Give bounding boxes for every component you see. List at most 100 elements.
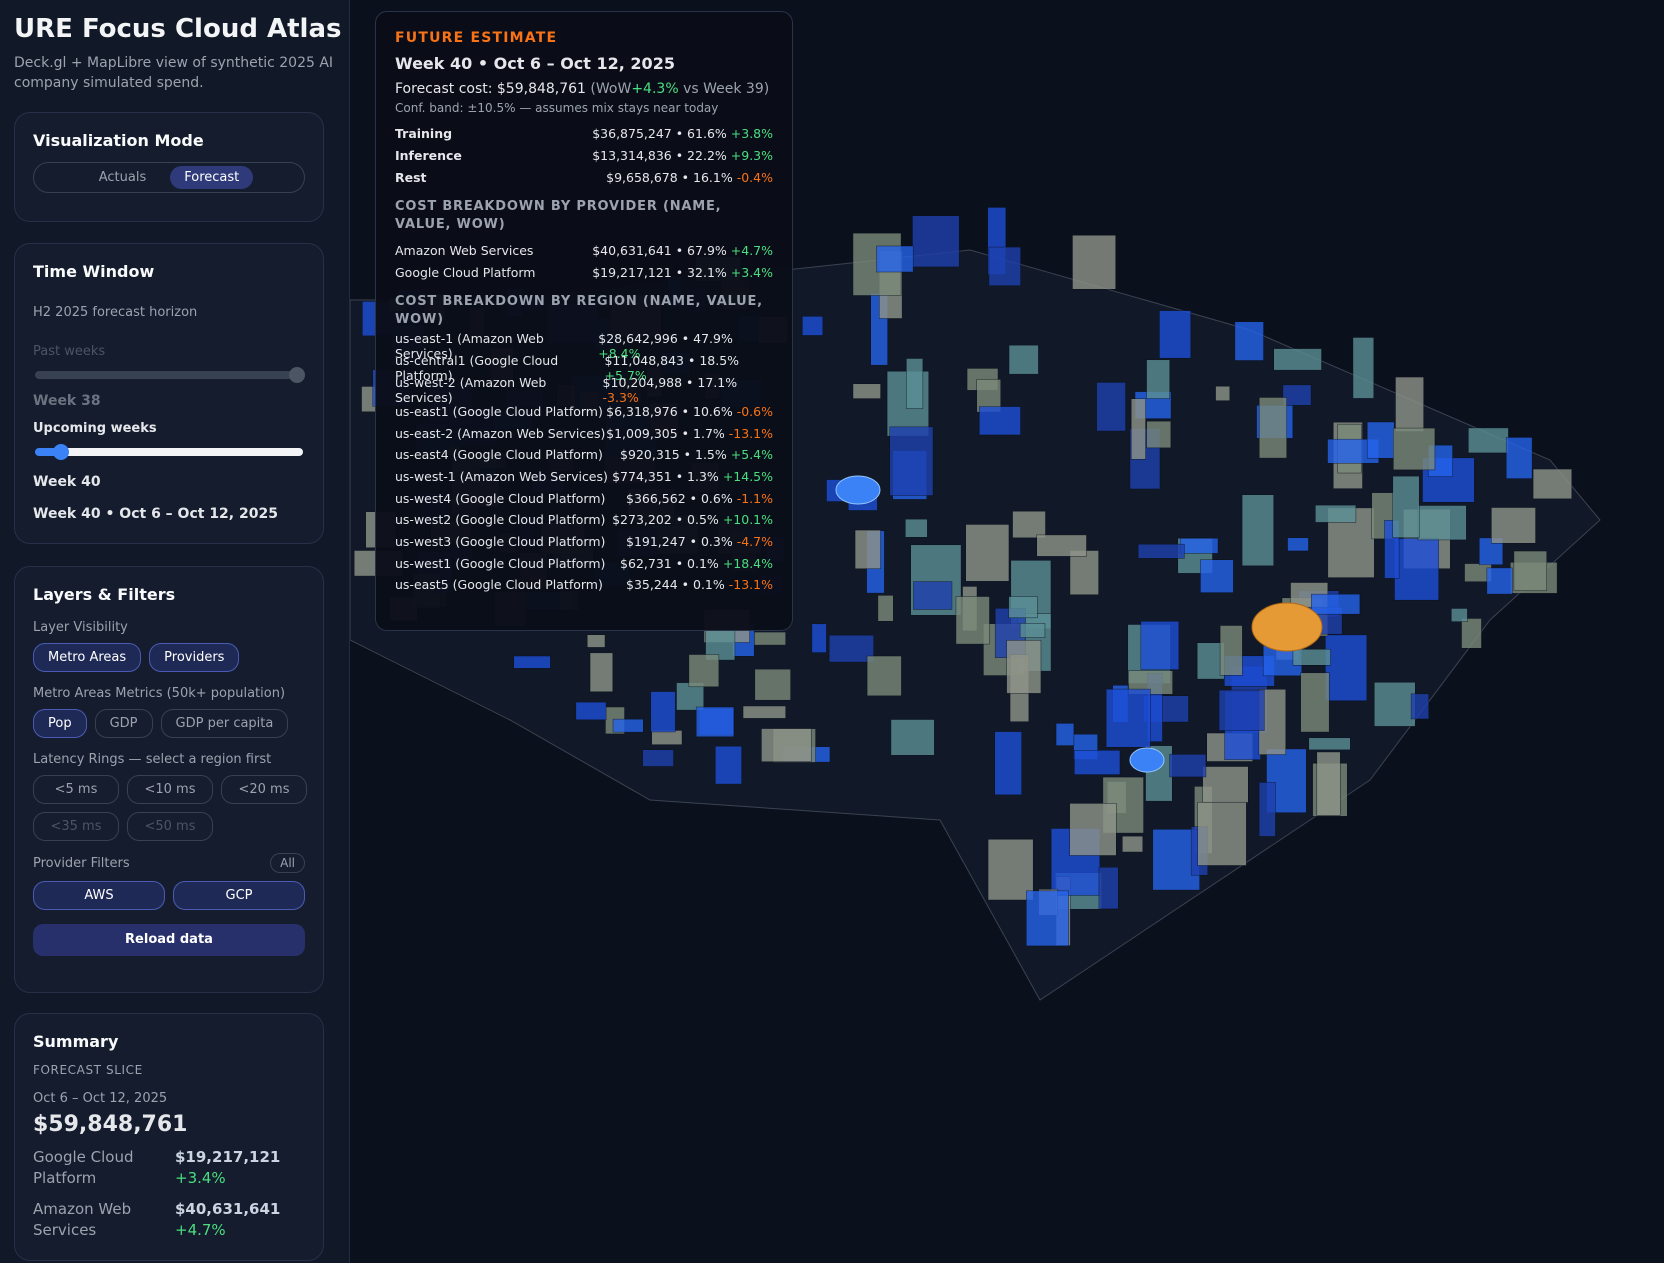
wow-suffix: vs Week 39) [683,81,770,97]
mode-option[interactable]: Actuals [98,170,147,185]
row-value: $1,009,305 • 1.7% [606,425,725,441]
metro-block [695,706,735,738]
metro-block [854,529,881,570]
metric-button[interactable]: Pop [33,709,87,738]
metro-block [754,668,791,701]
row-figures: $273,202 • 0.5% +10.1% [612,512,773,527]
panel-heading: Summary [33,1032,119,1051]
section-heading: COST BREAKDOWN BY PROVIDER (NAME, VALUE,… [395,199,722,233]
metro-block [1241,494,1274,567]
metro-block [651,730,683,745]
summary-wow: +3.4% [175,1169,226,1187]
row-value: $28,642,996 • 47.9% [598,331,733,347]
layer-button[interactable]: Providers [149,643,240,672]
latency-button[interactable]: <20 ms [221,775,307,804]
metro-block [1287,537,1309,552]
row-value: $35,244 • 0.1% [626,577,725,593]
section-heading: COST BREAKDOWN BY REGION (NAME, VALUE, W… [395,294,763,328]
metro-block [988,246,1021,286]
metro-block [1218,689,1265,731]
forecast-label: Forecast cost: $59,848,761 [395,81,586,97]
row-wow: +10.1% [722,512,773,528]
metro-block [754,631,786,646]
summary-value: $19,217,121 [175,1148,281,1166]
metro-block [828,634,874,663]
summary-value: $40,631,641 [175,1200,281,1218]
metro-block [1019,623,1046,638]
row-wow: -13.1% [728,577,773,593]
breakdown-row: us-east-2 (Amazon Web Services) $1,009,30… [395,422,773,444]
row-name: us-east4 (Google Cloud Platform) [395,447,603,463]
row-name: us-west-1 (Amazon Web Services) [395,468,608,484]
metro-block [761,728,812,762]
past-slider[interactable] [35,367,305,383]
metro-block [852,383,881,399]
row-name: us-west3 (Google Cloud Platform) [395,533,606,549]
provider-button[interactable]: GCP [173,881,305,910]
metro-block [1513,550,1548,591]
metro-block [1417,505,1467,541]
metro-block [1308,737,1351,751]
slider-knob[interactable] [289,367,305,383]
breakdown-row: Inference $13,314,836 • 22.2% +9.3% [395,145,773,167]
metro-block [1069,803,1117,856]
metric-button[interactable]: GDP per capita [160,709,289,738]
summary-providers: Google Cloud Platform $19,217,121 +3.4% Ama… [33,1147,305,1241]
breakdown-row: Training $36,875,247 • 61.6% +3.8% [395,123,773,145]
metro-block [1486,567,1513,595]
row-name: us-east1 (Google Cloud Platform) [395,403,603,419]
row-wow: -0.4% [736,169,773,185]
metro-block [811,623,827,653]
summary-row: Google Cloud Platform $19,217,121 +3.4% [33,1147,305,1189]
breakdown-row: us-east4 (Google Cloud Platform) $920,315… [395,444,773,466]
all-button[interactable]: All [270,853,305,873]
latency-button: <35 ms [33,812,119,841]
visibility-label: Layer Visibility [33,620,128,635]
row-figures: $19,217,121 • 32.1% +3.4% [592,265,773,280]
metro-block [586,634,606,648]
metro-block [1258,782,1276,837]
metro-block [1006,640,1042,694]
panel-heading: Layers & Filters [33,585,176,604]
metro-block [1055,723,1075,746]
metric-button[interactable]: GDP [94,709,153,738]
metro-block [715,745,742,785]
metro-block [866,655,902,697]
metro-block [1219,625,1243,676]
latency-button: <50 ms [127,812,213,841]
app-title: URE Focus Cloud Atlas [14,14,342,44]
row-figures: $10,204,988 • 17.1% -3.3% [603,375,773,405]
metro-block [642,749,674,767]
metro-block [876,245,914,273]
mode-option[interactable]: Forecast [170,166,254,189]
provider-button[interactable]: AWS [33,881,165,910]
row-wow: +5.4% [730,447,773,463]
time-panel: Time Window H2 2025 forecast horizon Pas… [14,243,324,544]
provider-list: Amazon Web Services $40,631,641 • 67.9% +… [395,240,773,283]
region-marker [1251,602,1323,652]
row-figures: $28,642,996 • 47.9% +8.4% [598,331,773,361]
metro-block [1461,618,1482,649]
breakdown-row: us-central1 (Google Cloud Platform) $11,0… [395,353,773,383]
panel-heading: Visualization Mode [33,131,204,150]
metro-block [1098,866,1119,910]
row-figures: $1,009,305 • 1.7% -13.1% [606,426,773,441]
latency-button[interactable]: <10 ms [127,775,213,804]
latency-button[interactable]: <5 ms [33,775,119,804]
layer-button[interactable]: Metro Areas [33,643,142,672]
summary-row: Amazon Web Services $40,631,641 +4.7% [33,1199,305,1241]
metro-block [802,316,824,336]
metro-block [1096,382,1126,432]
row-wow: +8.4% [598,346,641,362]
slider-knob[interactable] [53,444,69,460]
metro-block [994,731,1022,796]
reload-button[interactable]: Reload data [33,924,305,956]
metro-block [1282,384,1312,406]
row-name: us-east-2 (Amazon Web Services) [395,425,606,441]
panel-heading: Time Window [33,262,155,281]
range: Week 40 • Oct 6 – Oct 12, 2025 [33,506,278,522]
upcoming-slider[interactable] [35,444,303,460]
metro-block [589,652,614,693]
metro-block [1137,543,1185,559]
summary-figures: $40,631,641 +4.7% [175,1199,280,1241]
